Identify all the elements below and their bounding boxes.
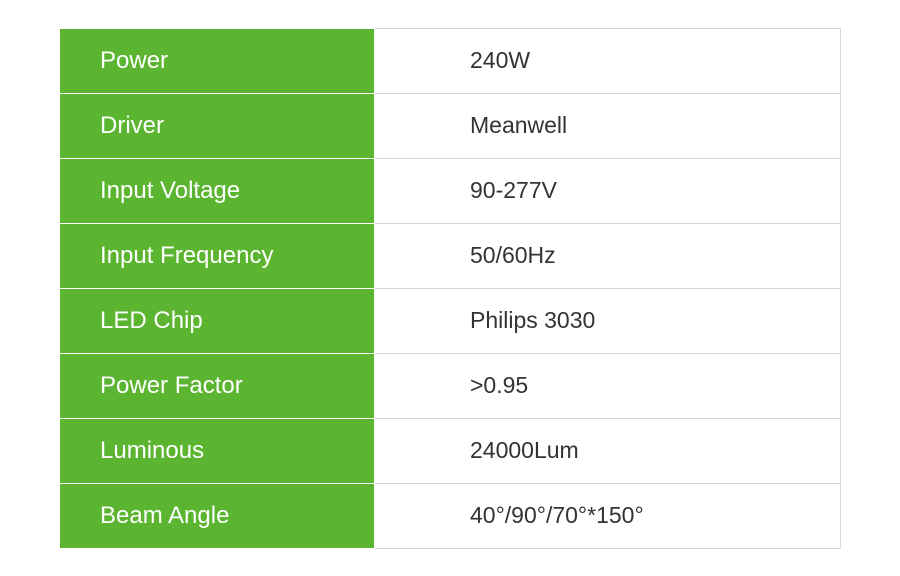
table-row: Driver Meanwell xyxy=(60,93,841,158)
spec-table-body: Power 240W Driver Meanwell Input Voltage… xyxy=(60,28,841,548)
spec-value: Philips 3030 xyxy=(375,288,841,353)
spec-label: Power xyxy=(60,28,375,93)
spec-label: Beam Angle xyxy=(60,483,375,548)
table-row: Power 240W xyxy=(60,28,841,93)
spec-value: 40°/90°/70°*150° xyxy=(375,483,841,548)
table-row: Beam Angle 40°/90°/70°*150° xyxy=(60,483,841,548)
table-row: Luminous 24000Lum xyxy=(60,418,841,483)
spec-value: >0.95 xyxy=(375,353,841,418)
spec-label: Input Voltage xyxy=(60,158,375,223)
table-row: LED Chip Philips 3030 xyxy=(60,288,841,353)
spec-value: 24000Lum xyxy=(375,418,841,483)
table-row: Input Voltage 90-277V xyxy=(60,158,841,223)
spec-value: 90-277V xyxy=(375,158,841,223)
spec-label: Power Factor xyxy=(60,353,375,418)
spec-label: Input Frequency xyxy=(60,223,375,288)
spec-value: Meanwell xyxy=(375,93,841,158)
spec-value: 240W xyxy=(375,28,841,93)
spec-value: 50/60Hz xyxy=(375,223,841,288)
table-row: Input Frequency 50/60Hz xyxy=(60,223,841,288)
spec-label: LED Chip xyxy=(60,288,375,353)
table-row: Power Factor >0.95 xyxy=(60,353,841,418)
specification-table: Power 240W Driver Meanwell Input Voltage… xyxy=(59,28,841,549)
spec-label: Luminous xyxy=(60,418,375,483)
spec-label: Driver xyxy=(60,93,375,158)
